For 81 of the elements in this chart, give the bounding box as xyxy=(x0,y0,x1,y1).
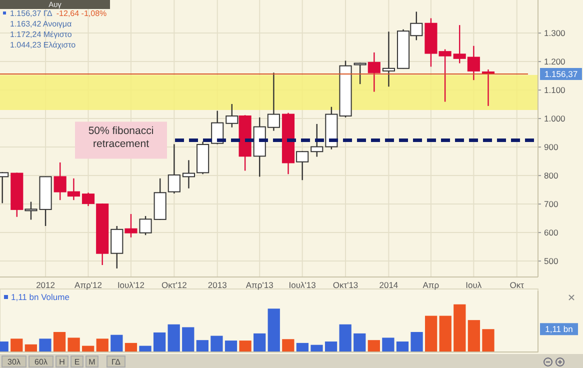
text: Ε xyxy=(74,358,80,366)
y-tick-label: 800 xyxy=(544,170,558,181)
x-tick-label: Ιουλ xyxy=(466,280,482,290)
annotation: -12,64 -1,08% xyxy=(56,9,107,18)
annotation: 1.163,42 Ανοιγμα xyxy=(10,20,72,28)
bar xyxy=(439,316,452,352)
bar xyxy=(282,339,294,352)
y-tick-label: 1.300 xyxy=(544,28,566,38)
y-tick-label: 600 xyxy=(544,228,558,238)
bar xyxy=(10,338,23,352)
y-tick-label: 1.200 xyxy=(544,56,566,67)
text: ΓΔ xyxy=(111,358,122,366)
bar xyxy=(239,340,252,352)
bar xyxy=(310,344,323,352)
x-tick-label: Ιουλ'13 xyxy=(288,280,316,290)
candlestick xyxy=(124,213,138,238)
ref-line-label: 1.156,37 xyxy=(544,68,578,79)
x-tick-label: 2014 xyxy=(379,280,398,290)
text: Μ xyxy=(88,358,96,366)
x-tick-label: Οκτ'13 xyxy=(332,280,358,290)
bar xyxy=(139,346,152,352)
bar xyxy=(268,308,280,352)
bar xyxy=(68,338,80,352)
candlestick xyxy=(24,201,38,220)
y-tick-label: 900 xyxy=(544,142,558,152)
annotation: 1.172,24 Μέγιστο xyxy=(10,30,72,39)
bar xyxy=(24,344,38,352)
bar xyxy=(425,316,438,352)
bar xyxy=(168,324,180,352)
text: 60λ xyxy=(34,358,48,366)
candlestick xyxy=(110,225,124,270)
bar xyxy=(324,342,338,352)
bar xyxy=(182,327,194,352)
bar xyxy=(53,332,66,352)
x-tick-label: 2012 xyxy=(36,280,56,290)
bar xyxy=(254,333,266,352)
y-tick-label: 1.000 xyxy=(544,114,566,124)
y-tick-label: 1.100 xyxy=(544,85,566,96)
x-tick-label: Οκτ'12 xyxy=(162,280,188,290)
bar xyxy=(96,338,108,352)
bar xyxy=(368,340,380,352)
bar xyxy=(224,340,238,352)
bar xyxy=(482,329,494,352)
bar xyxy=(210,336,223,352)
candlestick xyxy=(139,215,152,236)
candlestick xyxy=(368,52,380,92)
legend-label: 1,11 bn Volume xyxy=(11,292,70,302)
text: 1,11 bn xyxy=(545,324,574,334)
text: Η xyxy=(59,358,66,366)
bar xyxy=(454,304,466,352)
x-tick-label: Απρ xyxy=(422,280,440,290)
bar xyxy=(296,342,309,352)
candlestick xyxy=(354,62,366,85)
bar xyxy=(396,342,409,352)
y-tick-label: 700 xyxy=(544,199,558,210)
bar xyxy=(354,333,366,352)
x-tick-label: Απρ'13 xyxy=(246,280,274,290)
bar xyxy=(110,334,123,352)
bar xyxy=(468,320,480,352)
candlestick xyxy=(182,160,196,189)
candlestick xyxy=(226,103,238,128)
annotation: 1.156,37 ΓΔ xyxy=(10,9,52,18)
bar xyxy=(339,324,352,352)
x-tick-label: Απρ'12 xyxy=(74,280,102,290)
bar xyxy=(39,338,52,352)
candlestick xyxy=(382,31,395,88)
bar xyxy=(382,338,394,352)
ref-line-label: 50% fibonacci retracement xyxy=(88,125,154,150)
text: 30λ xyxy=(8,358,20,366)
annotation: 1.044,23 Ελάχιστο xyxy=(10,40,76,50)
candlestick xyxy=(296,150,309,181)
bar xyxy=(153,332,166,352)
bar xyxy=(196,340,208,352)
x-tick-label: Οκτ xyxy=(510,280,525,290)
x-tick-label: 2013 xyxy=(208,280,228,290)
candlestick xyxy=(438,48,452,102)
candlestick xyxy=(310,123,324,158)
x-tick-label: Ιουλ'12 xyxy=(117,280,145,290)
bar xyxy=(124,342,138,352)
bar xyxy=(410,332,423,352)
y-tick-label: 500 xyxy=(544,256,558,266)
